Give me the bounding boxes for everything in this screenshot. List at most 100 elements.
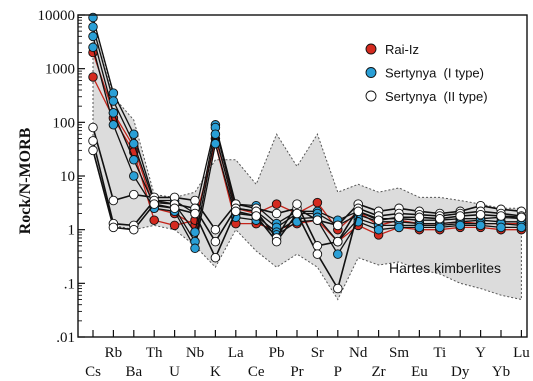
y-tick-label: .1 xyxy=(64,276,75,292)
series-1-point-sr-1 xyxy=(312,197,323,208)
series-3-line-3 xyxy=(92,150,522,291)
x-tick-label: Y xyxy=(475,345,486,361)
x-tick-label: K xyxy=(210,364,221,380)
series-3-point-y-3 xyxy=(475,209,486,220)
series-3-point-k-1 xyxy=(210,224,221,235)
x-tick-label: Eu xyxy=(411,364,428,380)
x-tick-label: Nb xyxy=(186,345,204,361)
series-3 xyxy=(88,122,527,294)
series-3-point-rb-1 xyxy=(108,195,119,206)
series-1-point-th-2 xyxy=(149,215,159,225)
x-tick-label: Pr xyxy=(290,364,303,380)
y-tick-label: 10000 xyxy=(38,8,76,24)
series-3-point-p-2 xyxy=(333,236,343,247)
y-tick-label: .01 xyxy=(56,330,75,346)
series-layer xyxy=(88,12,527,294)
series-2-point-p-4 xyxy=(333,249,343,259)
legend-marker-2 xyxy=(365,67,377,78)
series-3-point-sr-3 xyxy=(312,249,323,259)
series-2-point-ba-2 xyxy=(129,138,139,149)
series-2-point-cs-2 xyxy=(88,22,98,32)
x-tick-label: P xyxy=(334,364,342,380)
x-tick-label: La xyxy=(228,345,244,361)
series-2-point-rb-1 xyxy=(108,88,119,98)
series-2-point-sm-4 xyxy=(394,222,404,233)
series-2-point-eu-4 xyxy=(414,222,425,233)
series-3-point-p-1 xyxy=(333,220,343,231)
series-3-point-pb-1 xyxy=(271,208,282,219)
series-2-point-k-4 xyxy=(210,138,221,149)
series-3-line-2 xyxy=(92,140,522,247)
x-tick-label: Th xyxy=(146,345,163,361)
series-2-point-ba-3 xyxy=(129,155,139,165)
band-annotation: Hartes kimberlites xyxy=(389,260,501,276)
x-tick-label: Dy xyxy=(451,364,470,380)
series-3-point-pr-2 xyxy=(292,199,302,209)
series-3-point-cs-3 xyxy=(88,145,98,156)
y-axis-label: Rock/N-MORB xyxy=(17,127,34,234)
series-3-point-rb-3 xyxy=(108,222,119,233)
x-tick-label: Ti xyxy=(433,345,446,361)
kimberlite-band-layer xyxy=(92,17,522,301)
series-3-point-ce-3 xyxy=(251,211,261,221)
legend: Rai-Iz Sertynya (I type) Sertynya (II type… xyxy=(365,42,488,104)
series-1-line-2 xyxy=(92,76,522,243)
series-3-point-pb-3 xyxy=(271,236,282,247)
series-3-point-dy-3 xyxy=(455,211,465,221)
x-tick-label: Nd xyxy=(349,345,368,361)
series-3-point-ba-1 xyxy=(129,189,139,200)
series-3-point-u-3 xyxy=(169,203,180,214)
legend-label-1: Rai-Iz xyxy=(385,42,419,57)
x-tick-label: Sr xyxy=(311,345,324,361)
kimberlite-band xyxy=(92,17,522,301)
series-3-point-k-2 xyxy=(210,236,221,247)
series-3-point-nb-3 xyxy=(190,208,200,219)
x-tick-label: Ce xyxy=(248,364,265,380)
legend-label-2: Sertynya (I type) xyxy=(385,66,484,81)
series-3-point-la-3 xyxy=(231,206,241,217)
series-3-point-yb-3 xyxy=(496,211,506,221)
series-2-point-k-3 xyxy=(210,129,221,139)
series-3-line-1 xyxy=(92,127,522,232)
x-tick-label: Cs xyxy=(85,364,101,380)
legend-label-3: Sertynya (II type) xyxy=(385,89,488,104)
series-1-point-pb-1 xyxy=(271,199,282,209)
x-tick-label: Zr xyxy=(372,364,386,380)
series-2-point-rb-2 xyxy=(108,96,119,106)
series-2-point-ba-4 xyxy=(129,171,139,181)
series-1-point-u-2 xyxy=(169,220,180,231)
x-tick-label: U xyxy=(169,364,180,380)
series-3-point-nd-3 xyxy=(353,206,363,217)
series-1-point-cs-2 xyxy=(88,72,98,82)
y-tick-label: 1000 xyxy=(45,62,75,78)
series-2-point-y-4 xyxy=(475,220,486,231)
series-2-point-rb-4 xyxy=(108,120,119,130)
series-3-point-p-3 xyxy=(333,283,343,294)
series-2-point-zr-4 xyxy=(373,224,384,235)
legend-marker-1 xyxy=(365,43,377,55)
x-tick-label: Sm xyxy=(389,345,409,361)
series-2-point-nb-2 xyxy=(190,227,200,237)
series-2-point-lu-4 xyxy=(516,222,527,233)
series-3-point-eu-3 xyxy=(414,212,425,223)
series-3-point-k-3 xyxy=(210,252,221,263)
series-3-point-pr-3 xyxy=(292,208,302,219)
series-3-point-ba-3 xyxy=(129,224,139,235)
series-2-point-yb-4 xyxy=(496,222,506,233)
series-2-point-dy-4 xyxy=(455,220,465,231)
series-3-point-sm-3 xyxy=(394,212,404,223)
series-3-point-cs-1 xyxy=(88,122,98,133)
x-tick-label: Lu xyxy=(513,345,530,361)
series-2-point-nb-4 xyxy=(190,243,200,254)
series-3-point-zr-3 xyxy=(373,215,384,225)
x-tick-label: Pb xyxy=(269,345,285,361)
series-3-point-ti-3 xyxy=(435,213,445,224)
series-3-point-sr-2 xyxy=(312,241,323,251)
series-2-point-cs-4 xyxy=(88,42,98,53)
y-tick-label: 10 xyxy=(60,169,75,185)
series-3-point-cs-2 xyxy=(88,136,98,146)
x-tick-label: Yb xyxy=(492,364,510,380)
legend-marker-3 xyxy=(365,90,377,102)
series-3-point-lu-3 xyxy=(516,212,527,223)
